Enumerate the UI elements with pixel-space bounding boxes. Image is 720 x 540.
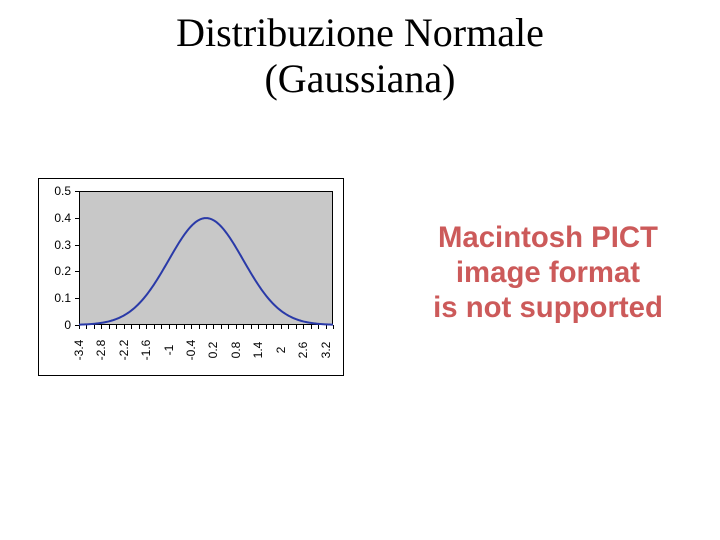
page: Distribuzione Normale (Gaussiana) 00.10.… <box>0 0 720 540</box>
gaussian-curve <box>39 179 345 377</box>
error-line-2: image format <box>408 255 688 290</box>
page-title: Distribuzione Normale (Gaussiana) <box>0 10 720 102</box>
error-line-1: Macintosh PICT <box>408 220 688 255</box>
chart-container: 00.10.20.30.40.5-3.4-2.8-2.2-1.6-1-0.40.… <box>38 178 344 376</box>
title-line-2: (Gaussiana) <box>0 56 720 102</box>
error-message: Macintosh PICT image format is not suppo… <box>408 220 688 326</box>
title-line-1: Distribuzione Normale <box>0 10 720 56</box>
error-line-3: is not supported <box>408 290 688 325</box>
